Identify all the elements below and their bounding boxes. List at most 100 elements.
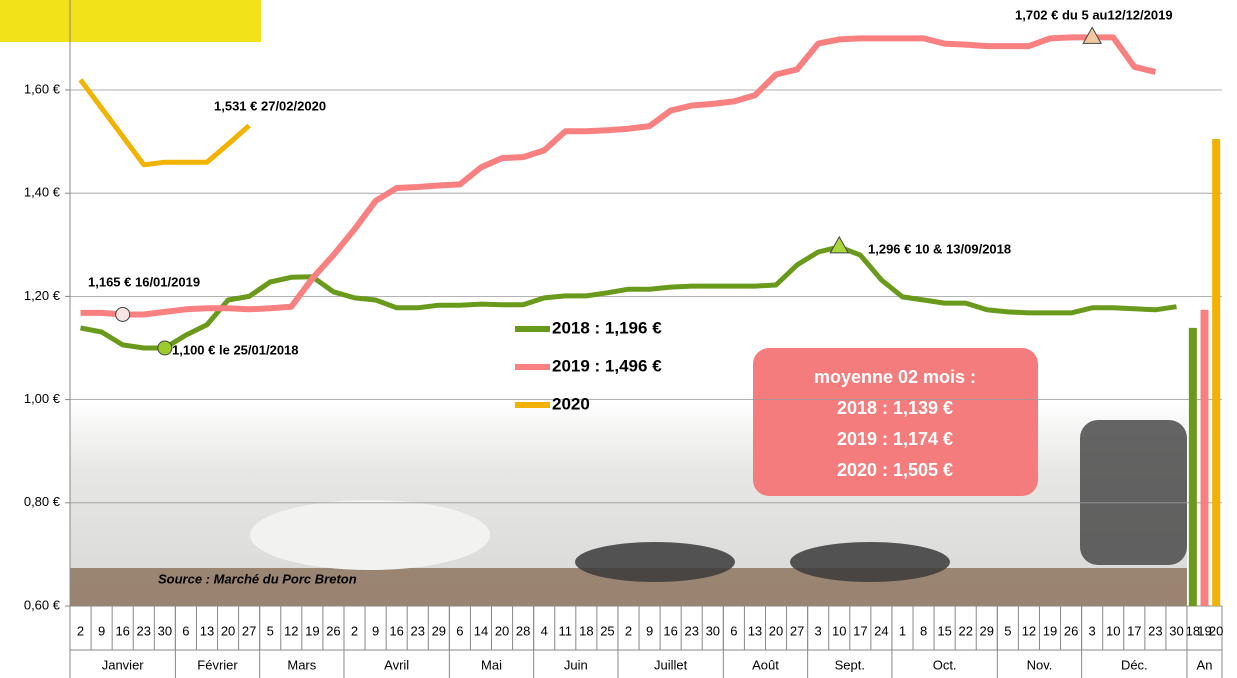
x-tick-label: 9 <box>98 623 105 638</box>
source: Source : Marché du Porc Breton <box>158 571 357 586</box>
x-tick-label: 15 <box>937 623 951 638</box>
x-tick-label: 26 <box>326 623 340 638</box>
average-bar <box>1212 139 1221 606</box>
x-tick-label: 29 <box>980 623 994 638</box>
month-label: Mars <box>287 657 316 672</box>
series-line <box>80 34 1157 318</box>
y-tick-label: 1,00 € <box>24 391 61 406</box>
x-tick-label: 6 <box>730 623 737 638</box>
average-box <box>753 348 1038 496</box>
average-bar <box>1188 327 1197 606</box>
month-label: Juin <box>564 657 588 672</box>
x-tick-label: 12 <box>284 623 298 638</box>
x-tick-label: 20 <box>495 623 509 638</box>
average-text: 2019 : 1,174 € <box>837 429 953 449</box>
point-marker <box>1082 26 1103 44</box>
x-tick-label: 20 <box>221 623 235 638</box>
x-tick-label: 27 <box>242 623 256 638</box>
x-tick-label: 27 <box>790 623 804 638</box>
x-tick-label: 13 <box>748 623 762 638</box>
legend-label: 2019 : 1,496 € <box>552 356 662 375</box>
x-tick-label: 25 <box>600 623 614 638</box>
x-tick-label: 9 <box>372 623 379 638</box>
x-tick-label: 20 <box>1209 623 1223 638</box>
month-label: Août <box>752 657 779 672</box>
x-tick-label: 5 <box>1004 623 1011 638</box>
x-tick-label: 3 <box>815 623 822 638</box>
x-tick-label: 6 <box>456 623 463 638</box>
month-label: An <box>1197 657 1213 672</box>
y-tick-label: 1,60 € <box>24 81 61 96</box>
annotation: 1,165 € 16/01/2019 <box>88 274 200 289</box>
x-tick-label: 30 <box>158 623 172 638</box>
month-label: Juillet <box>654 657 688 672</box>
x-tick-label: 19 <box>1197 623 1211 638</box>
average-text: 2018 : 1,139 € <box>837 398 953 418</box>
month-label: Avril <box>384 657 409 672</box>
x-tick-label: 30 <box>1169 623 1183 638</box>
x-tick-label: 13 <box>200 623 214 638</box>
x-tick-label: 17 <box>853 623 867 638</box>
legend-label: 2020 <box>552 394 590 413</box>
month-label: Sept. <box>835 657 865 672</box>
point-marker <box>157 340 173 356</box>
x-tick-label: 2 <box>625 623 632 638</box>
title-banner <box>0 0 261 42</box>
series-line <box>80 244 1177 351</box>
x-tick-label: 1 <box>899 623 906 638</box>
x-tick-label: 4 <box>541 623 548 638</box>
month-label: Janvier <box>102 657 145 672</box>
x-tick-label: 2 <box>351 623 358 638</box>
month-label: Février <box>197 657 238 672</box>
x-tick-label: 17 <box>1127 623 1141 638</box>
series-line <box>78 78 251 168</box>
x-tick-label: 10 <box>832 623 846 638</box>
x-tick-label: 23 <box>1148 623 1162 638</box>
legend-label: 2018 : 1,196 € <box>552 318 662 337</box>
x-tick-label: 24 <box>874 623 888 638</box>
x-tick-label: 5 <box>267 623 274 638</box>
x-tick-label: 19 <box>305 623 319 638</box>
x-tick-label: 8 <box>920 623 927 638</box>
x-tick-label: 16 <box>663 623 677 638</box>
x-tick-label: 14 <box>474 623 488 638</box>
x-tick-label: 16 <box>115 623 129 638</box>
annotation: 1,531 € 27/02/2020 <box>214 98 326 113</box>
annotation: 1,100 € le 25/01/2018 <box>172 342 299 357</box>
point-marker <box>829 235 850 254</box>
month-label: Nov. <box>1027 657 1053 672</box>
y-tick-label: 0,60 € <box>24 597 61 612</box>
x-tick-label: 26 <box>1064 623 1078 638</box>
x-tick-label: 6 <box>182 623 189 638</box>
point-marker <box>115 306 131 322</box>
x-tick-label: 18 <box>579 623 593 638</box>
x-tick-label: 2 <box>77 623 84 638</box>
x-tick-label: 12 <box>1022 623 1036 638</box>
x-tick-label: 9 <box>646 623 653 638</box>
x-tick-label: 11 <box>559 623 573 638</box>
month-label: Déc. <box>1121 657 1148 672</box>
x-tick-label: 3 <box>1089 623 1096 638</box>
y-tick-label: 1,20 € <box>24 288 61 303</box>
x-tick-label: 10 <box>1106 623 1120 638</box>
y-tick-label: 1,40 € <box>24 185 61 200</box>
month-label: Oct. <box>933 657 957 672</box>
x-tick-label: 19 <box>1043 623 1057 638</box>
x-tick-label: 18 <box>1186 623 1200 638</box>
x-tick-label: 20 <box>769 623 783 638</box>
x-tick-label: 23 <box>411 623 425 638</box>
average-text: 2020 : 1,505 € <box>837 460 953 480</box>
annotation: 1,702 € du 5 au12/12/2019 <box>1015 7 1173 22</box>
y-tick-label: 0,80 € <box>24 494 61 509</box>
x-tick-label: 28 <box>516 623 530 638</box>
average-bar <box>1200 309 1209 606</box>
x-tick-label: 23 <box>137 623 151 638</box>
average-text: moyenne 02 mois : <box>814 367 976 387</box>
x-tick-label: 16 <box>389 623 403 638</box>
x-tick-label: 22 <box>958 623 972 638</box>
x-tick-label: 30 <box>706 623 720 638</box>
x-tick-label: 29 <box>432 623 446 638</box>
x-tick-label: 23 <box>684 623 698 638</box>
annotation: 1,296 € 10 & 13/09/2018 <box>868 241 1011 256</box>
